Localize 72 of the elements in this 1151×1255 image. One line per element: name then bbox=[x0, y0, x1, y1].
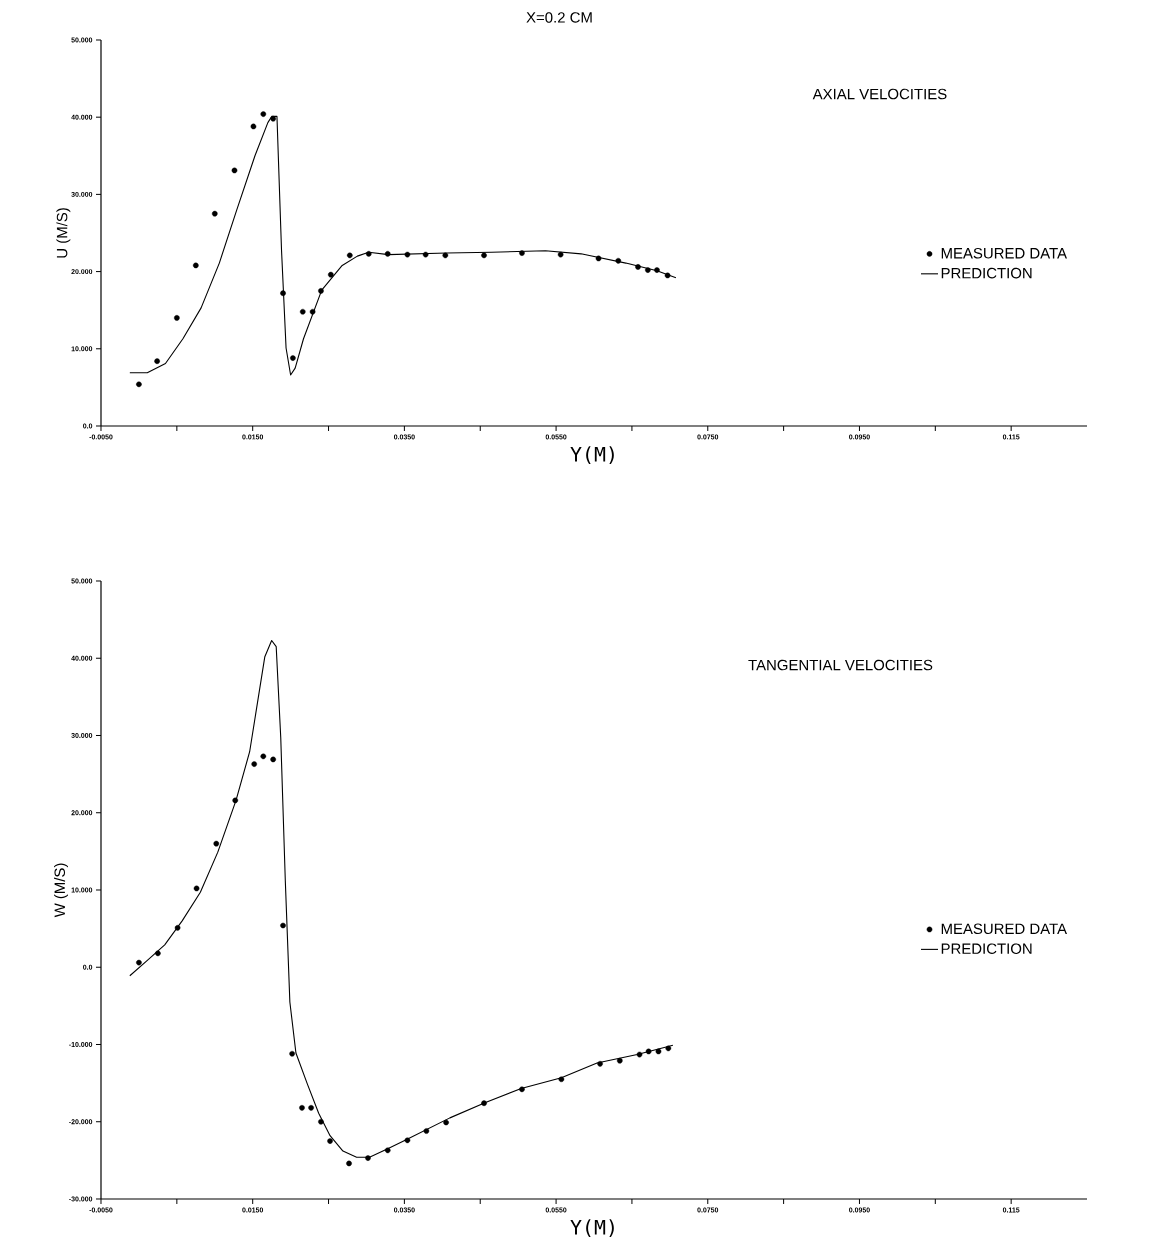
point bbox=[308, 1105, 314, 1111]
point bbox=[422, 251, 429, 258]
point bbox=[309, 308, 316, 315]
point bbox=[280, 290, 286, 296]
point bbox=[635, 264, 641, 270]
point bbox=[664, 272, 671, 279]
point bbox=[557, 251, 564, 258]
point bbox=[211, 210, 218, 217]
point bbox=[365, 1155, 371, 1161]
chart-title: X=0.2 CM bbox=[526, 12, 592, 23]
point bbox=[645, 1048, 652, 1055]
point bbox=[481, 1100, 487, 1106]
point bbox=[404, 251, 411, 258]
point bbox=[519, 1086, 525, 1093]
point bbox=[193, 885, 200, 892]
point bbox=[346, 252, 353, 259]
point bbox=[365, 251, 372, 257]
point bbox=[328, 271, 334, 278]
point bbox=[250, 123, 257, 130]
point bbox=[174, 315, 180, 321]
point bbox=[443, 1119, 449, 1126]
point bbox=[423, 1128, 430, 1134]
annotation: TANGENTIAL VELOCITIES bbox=[748, 659, 933, 671]
point bbox=[231, 167, 238, 174]
point bbox=[442, 252, 449, 259]
point bbox=[597, 1061, 603, 1067]
point bbox=[654, 267, 660, 273]
point bbox=[251, 761, 258, 767]
point bbox=[318, 1118, 324, 1125]
point bbox=[155, 950, 161, 957]
point bbox=[289, 1050, 295, 1057]
point bbox=[558, 1076, 565, 1083]
point bbox=[290, 355, 296, 361]
point bbox=[280, 922, 286, 929]
point bbox=[384, 251, 391, 257]
x-axis-title: Y(M) bbox=[570, 446, 614, 465]
point bbox=[299, 1105, 305, 1111]
point bbox=[636, 1051, 643, 1058]
point bbox=[270, 756, 276, 763]
point bbox=[404, 1137, 411, 1144]
point bbox=[136, 959, 142, 966]
point bbox=[327, 1138, 333, 1144]
legend-label: MEASURED DATA bbox=[941, 247, 1068, 259]
point bbox=[136, 381, 142, 388]
point bbox=[595, 255, 602, 262]
point bbox=[519, 250, 525, 256]
point bbox=[299, 308, 306, 315]
point bbox=[481, 252, 487, 259]
y-axis-title: U (M/S) bbox=[56, 208, 71, 258]
point bbox=[615, 257, 622, 264]
point bbox=[260, 111, 267, 117]
legend-label: MEASURED DATA bbox=[941, 923, 1068, 935]
x-axis-title: Y(M) bbox=[570, 1219, 614, 1238]
point bbox=[154, 358, 160, 364]
point bbox=[213, 840, 220, 847]
point bbox=[616, 1057, 623, 1064]
point bbox=[232, 797, 239, 804]
point bbox=[655, 1048, 662, 1055]
legend-label: PREDICTION bbox=[941, 267, 1032, 279]
point bbox=[665, 1045, 672, 1052]
y-axis-title: W (M/S) bbox=[54, 863, 68, 918]
point bbox=[645, 267, 651, 273]
point bbox=[193, 262, 199, 269]
annotation: AXIAL VELOCITIES bbox=[812, 88, 947, 100]
line-series bbox=[129, 115, 677, 376]
legend-label: PREDICTION bbox=[941, 943, 1032, 954]
point bbox=[384, 1147, 391, 1154]
point bbox=[346, 1160, 352, 1167]
point bbox=[260, 753, 267, 760]
point bbox=[270, 115, 276, 122]
point bbox=[174, 925, 181, 931]
point bbox=[318, 288, 324, 294]
